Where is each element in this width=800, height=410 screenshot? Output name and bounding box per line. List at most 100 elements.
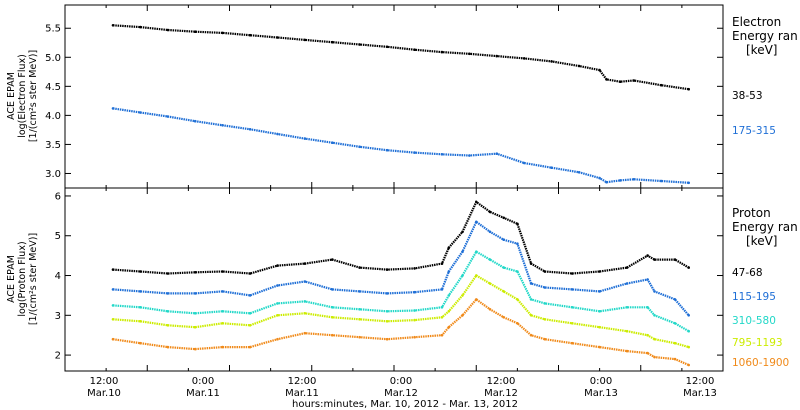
y-tick-label: 5 [55, 231, 61, 242]
x-tick-date: Mar.10 [87, 388, 121, 399]
series-trace-115-195 [112, 220, 690, 317]
data-point [598, 68, 601, 72]
data-point [598, 310, 601, 313]
data-point [625, 282, 629, 285]
data-point [139, 270, 142, 273]
data-point [276, 314, 279, 317]
data-point [440, 262, 444, 265]
data-point [413, 48, 416, 51]
data-point [193, 119, 197, 123]
series-trace-310-580 [112, 250, 690, 333]
data-point [461, 230, 464, 234]
data-point [502, 316, 506, 319]
data-point [673, 322, 677, 325]
data-point [440, 316, 444, 319]
proton-panel-frame [64, 187, 724, 372]
data-point [413, 318, 416, 322]
data-point [687, 329, 690, 333]
data-point [550, 166, 553, 169]
data-point [653, 314, 656, 317]
y-tick-label: 5.5 [45, 24, 61, 35]
data-point [605, 180, 608, 184]
data-point [303, 137, 307, 140]
data-point [248, 312, 252, 315]
data-point [139, 320, 142, 323]
data-point [358, 290, 362, 293]
data-point [111, 107, 115, 110]
data-point [385, 148, 389, 152]
proton-legend-series-3: 310-580 [732, 315, 776, 327]
data-point [276, 36, 279, 39]
data-point [331, 333, 334, 337]
data-point [673, 298, 677, 301]
x-axis-label: hours:minutes, Mar. 10, 2012 - Mar. 13, … [292, 399, 518, 410]
data-point [570, 322, 574, 325]
data-point [653, 258, 656, 261]
data-point [276, 132, 279, 136]
data-point [516, 322, 519, 325]
data-point [646, 254, 649, 257]
data-point [447, 310, 451, 313]
y-tick-label: 5.0 [45, 53, 61, 64]
data-point [488, 308, 492, 311]
data-point [543, 337, 547, 341]
x-tick-date: Mar.12 [484, 388, 518, 399]
data-point [166, 310, 170, 313]
data-point [543, 318, 547, 321]
data-point [385, 337, 389, 341]
data-point [570, 288, 574, 291]
data-point [468, 154, 471, 157]
data-point [221, 322, 224, 325]
y-tick-label: 4.0 [45, 111, 61, 122]
data-point [522, 161, 526, 165]
data-point [385, 45, 389, 49]
data-point [502, 266, 506, 269]
proton-legend: Proton Energy ran [keV] 47-68 115-195 31… [732, 206, 798, 369]
x-tick-time: 12:00 [288, 376, 317, 387]
x-tick-date: Mar.13 [584, 388, 618, 399]
data-point [687, 87, 690, 91]
data-point [543, 302, 547, 305]
data-point [673, 341, 677, 345]
data-point [303, 262, 307, 265]
data-point [502, 216, 506, 220]
data-point [625, 329, 629, 333]
data-point [358, 43, 362, 46]
data-point [385, 292, 389, 295]
x-axis-ticks: 12:00 Mar.10 0:00 Mar.11 12:00 Mar.11 0:… [87, 376, 717, 399]
data-point [687, 363, 690, 367]
data-point [139, 25, 142, 29]
data-point [440, 153, 444, 156]
data-point [529, 262, 533, 265]
data-point [166, 115, 170, 118]
data-point [461, 250, 464, 253]
data-point [358, 266, 362, 269]
data-point [516, 298, 519, 301]
data-point [385, 268, 389, 271]
data-point [193, 312, 197, 315]
data-point [475, 250, 478, 253]
data-point [577, 64, 581, 68]
data-point [598, 270, 601, 273]
y-tick-label: 4.5 [45, 82, 61, 93]
data-point [331, 316, 334, 319]
data-point [529, 333, 533, 337]
data-point [488, 230, 492, 234]
y-tick-label: 6 [55, 191, 61, 202]
data-point [646, 333, 649, 337]
x-tick-date: Mar.11 [186, 388, 220, 399]
proton-legend-series-4: 795-1193 [732, 337, 783, 349]
data-point [385, 320, 389, 323]
data-point [221, 310, 224, 313]
data-point [598, 345, 601, 349]
data-point [570, 341, 574, 345]
proton-legend-title-1: Proton [732, 206, 771, 220]
data-point [440, 306, 444, 309]
data-point [385, 310, 389, 313]
data-point [577, 171, 581, 174]
data-point [331, 306, 334, 309]
data-point [447, 294, 451, 297]
series-trace-1060-1900 [112, 297, 690, 367]
data-point [331, 288, 334, 291]
